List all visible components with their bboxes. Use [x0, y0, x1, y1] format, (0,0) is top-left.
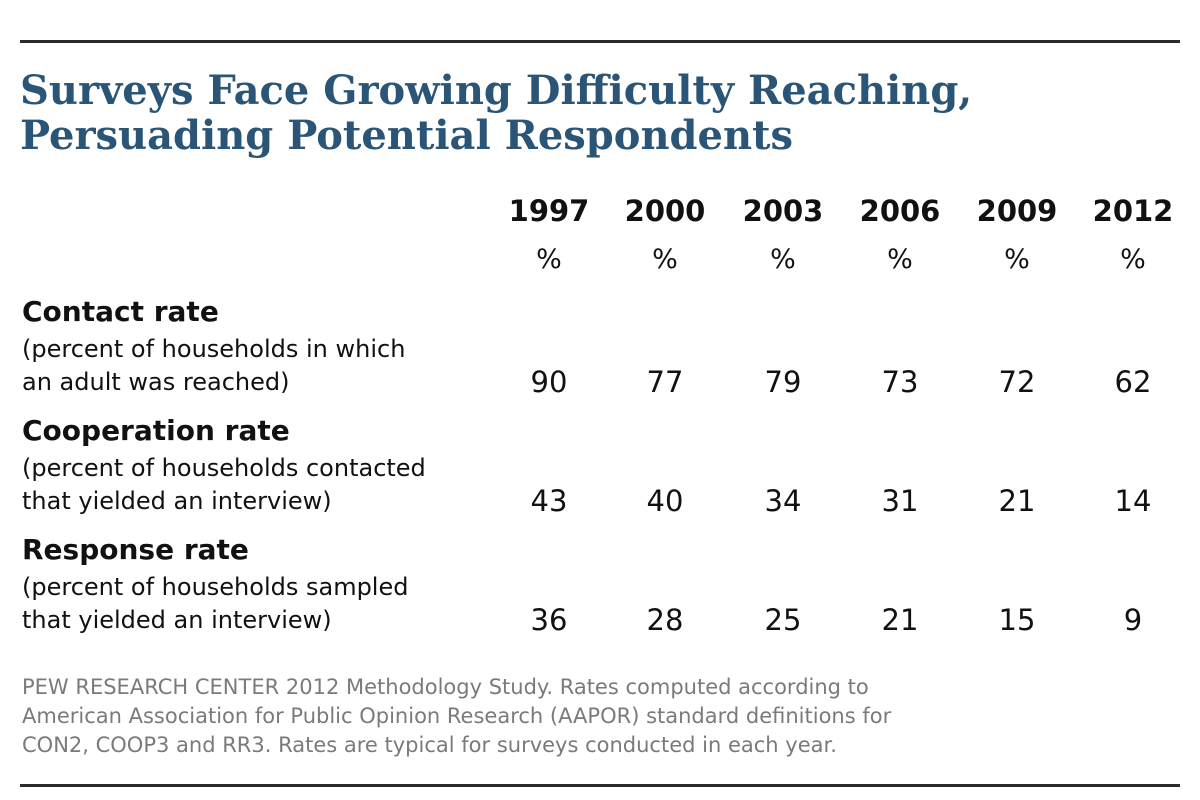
bottom-divider — [20, 784, 1180, 787]
value-cell: 34 — [764, 484, 802, 518]
value-cell: 36 — [530, 603, 568, 637]
source-line: PEW RESEARCH CENTER 2012 Methodology Stu… — [22, 675, 869, 699]
value-cell: 25 — [764, 603, 802, 637]
value-cell: 77 — [646, 365, 684, 399]
value-cell: 31 — [881, 484, 919, 518]
row-desc-line: that yielded an interview) — [22, 487, 332, 515]
year-header-2012: 2012 — [1092, 194, 1174, 228]
value-cell: 28 — [646, 603, 684, 637]
year-header-2003: 2003 — [742, 194, 824, 228]
chart-title: Surveys Face Growing Difficulty Reaching… — [20, 68, 1180, 158]
value-cell: 72 — [998, 365, 1036, 399]
value-cell: 40 — [646, 484, 684, 518]
value-cell: 9 — [1123, 603, 1143, 637]
row-label-cooperation-rate: Cooperation rate — [22, 414, 290, 447]
row-desc-cooperation-rate: (percent of households contacted that yi… — [22, 452, 502, 518]
row-desc-line: (percent of households in which — [22, 335, 406, 363]
title-line-2: Persuading Potential Respondents — [20, 112, 794, 159]
year-header-2006: 2006 — [859, 194, 941, 228]
year-header-1997: 1997 — [508, 194, 590, 228]
value-cell: 62 — [1114, 365, 1152, 399]
value-cell: 79 — [764, 365, 802, 399]
unit-label: % — [1004, 244, 1030, 275]
year-header-2000: 2000 — [624, 194, 706, 228]
value-cell: 14 — [1114, 484, 1152, 518]
value-cell: 21 — [881, 603, 919, 637]
row-label-contact-rate: Contact rate — [22, 295, 219, 328]
unit-label: % — [652, 244, 678, 275]
unit-label: % — [770, 244, 796, 275]
unit-label: % — [887, 244, 913, 275]
top-divider — [20, 40, 1180, 43]
row-desc-line: (percent of households contacted — [22, 454, 426, 482]
row-desc-line: that yielded an interview) — [22, 606, 332, 634]
value-cell: 73 — [881, 365, 919, 399]
row-desc-contact-rate: (percent of households in which an adult… — [22, 333, 502, 399]
value-cell: 43 — [530, 484, 568, 518]
unit-label: % — [536, 244, 562, 275]
row-desc-line: (percent of households sampled — [22, 573, 409, 601]
value-cell: 21 — [998, 484, 1036, 518]
value-cell: 15 — [998, 603, 1036, 637]
source-line: CON2, COOP3 and RR3. Rates are typical f… — [22, 733, 837, 757]
source-line: American Association for Public Opinion … — [22, 704, 892, 728]
year-header-2009: 2009 — [976, 194, 1058, 228]
title-line-1: Surveys Face Growing Difficulty Reaching… — [20, 67, 973, 114]
value-cell: 90 — [530, 365, 568, 399]
source-note: PEW RESEARCH CENTER 2012 Methodology Stu… — [22, 673, 1172, 760]
row-desc-line: an adult was reached) — [22, 368, 290, 396]
row-label-response-rate: Response rate — [22, 533, 249, 566]
row-desc-response-rate: (percent of households sampled that yiel… — [22, 571, 502, 637]
unit-label: % — [1120, 244, 1146, 275]
